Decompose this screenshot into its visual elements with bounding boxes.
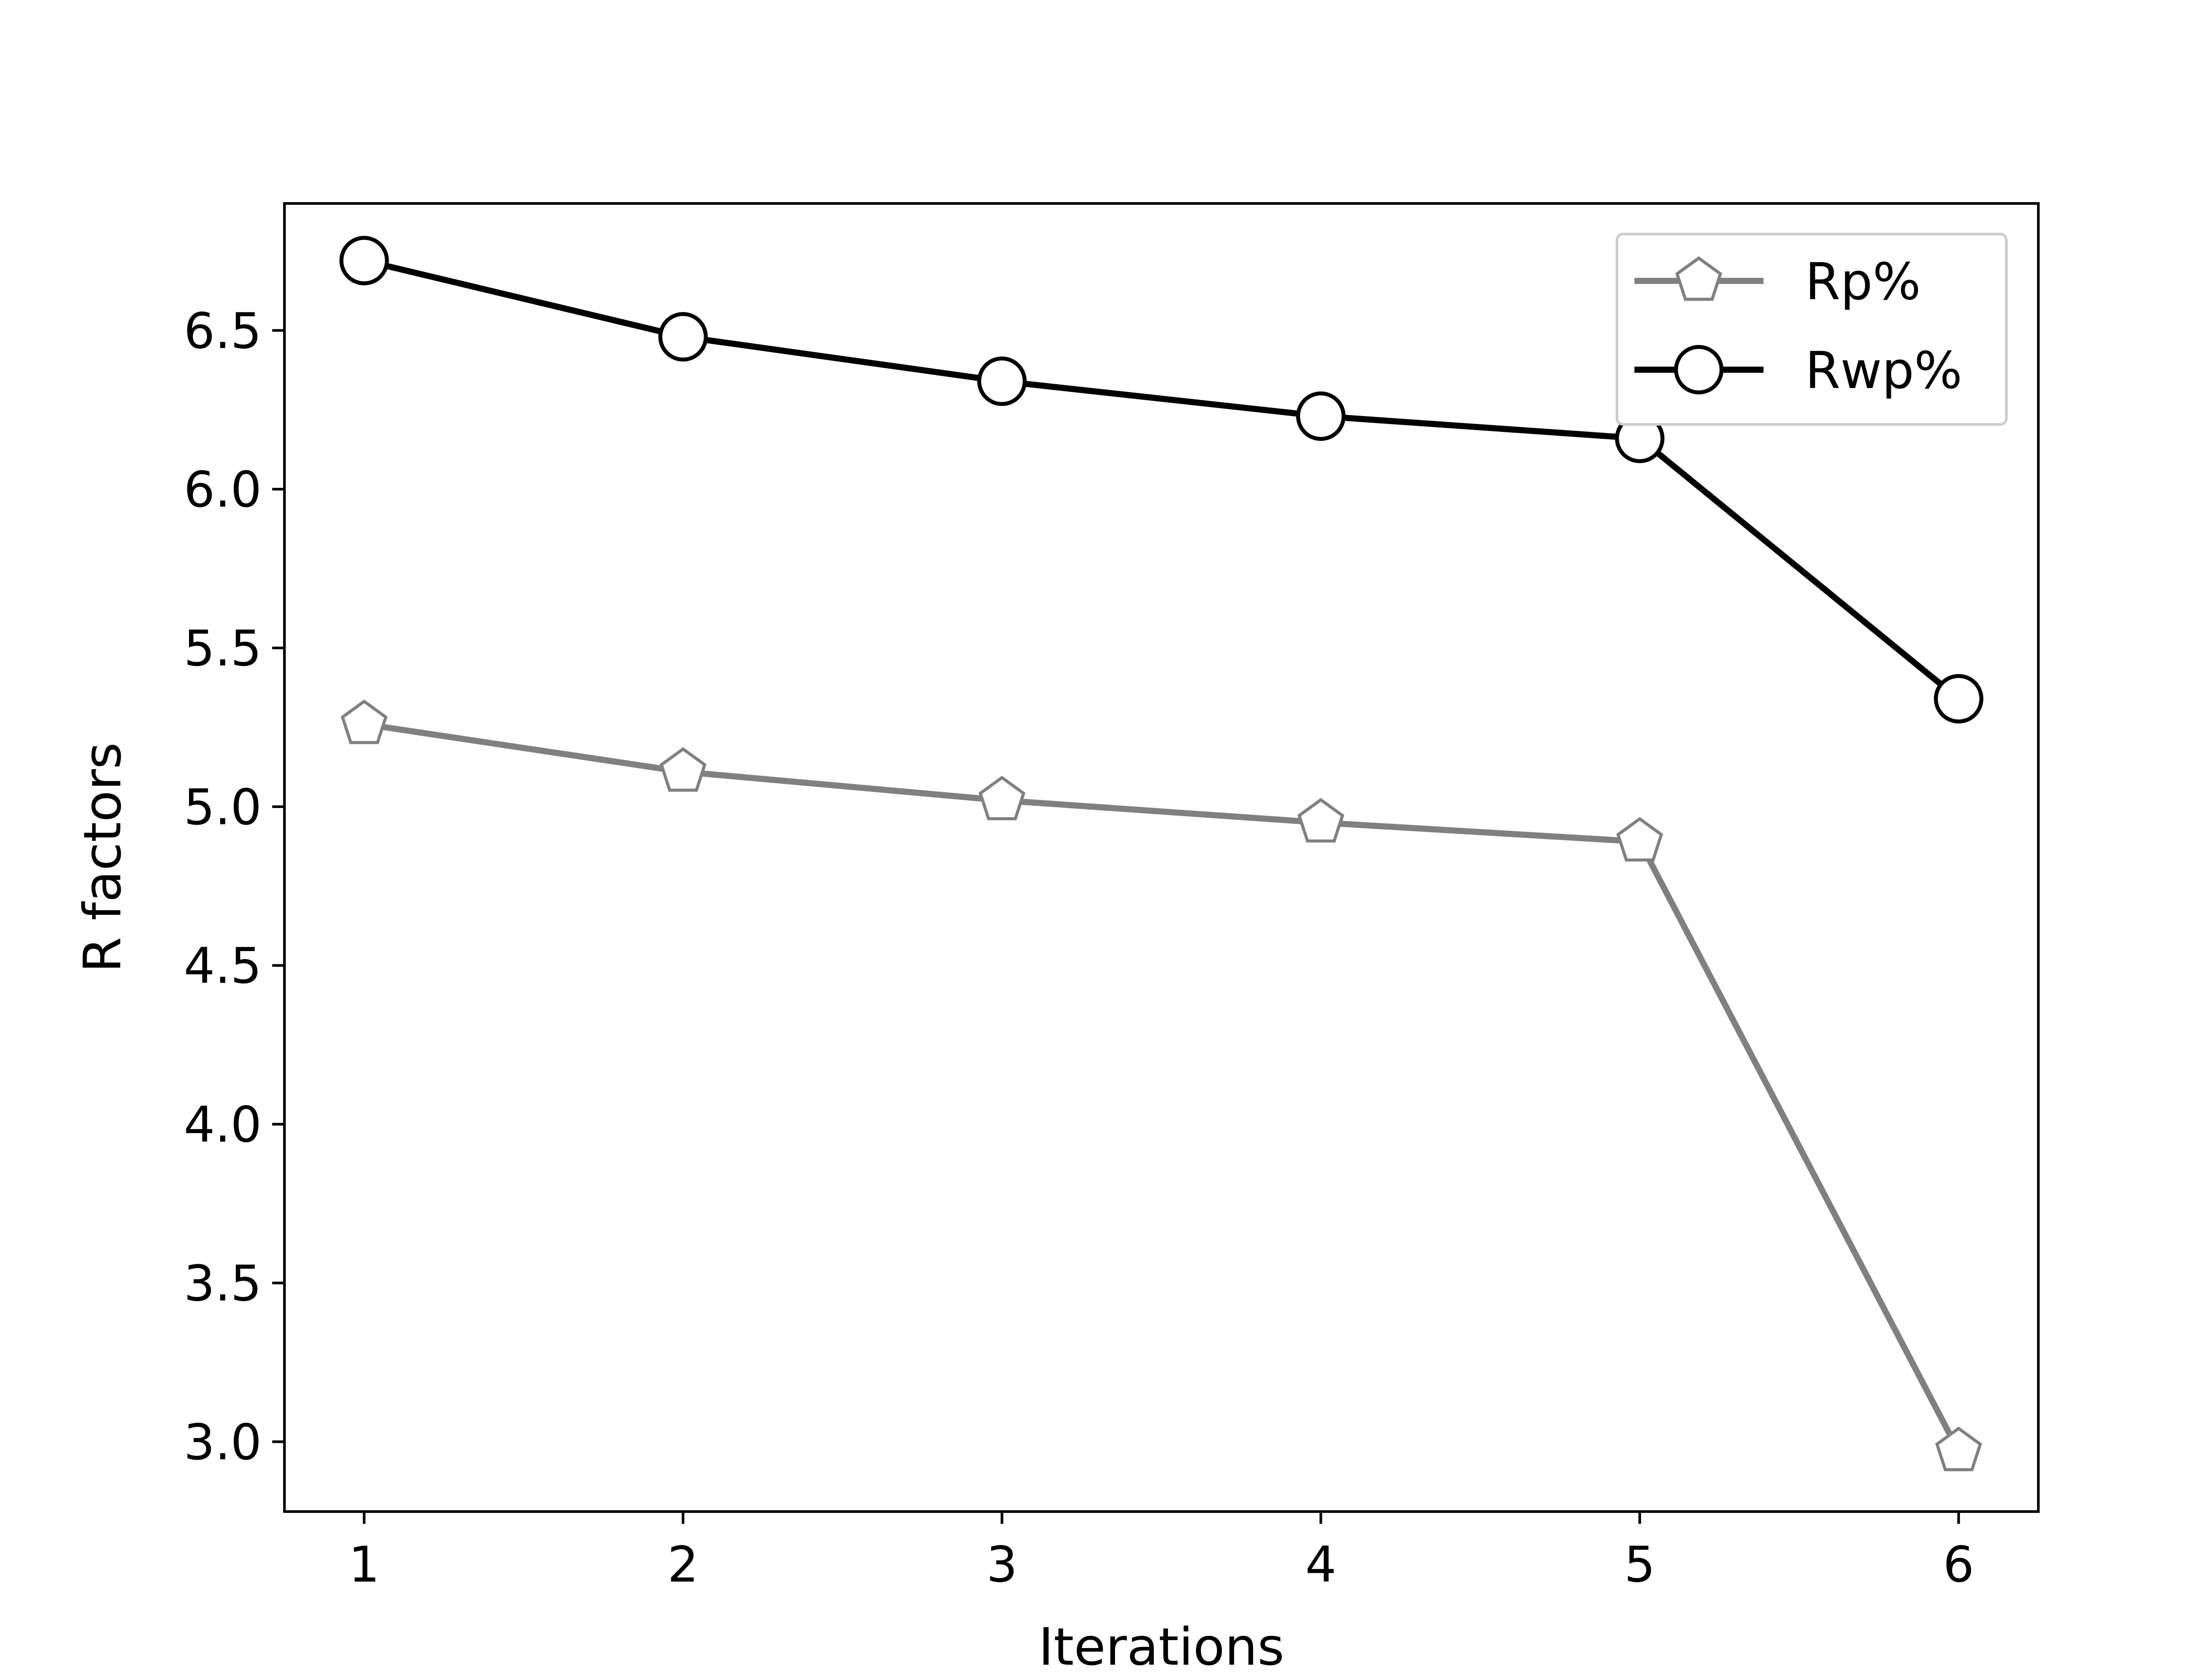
y-tick-label: 4.0 <box>184 1097 262 1154</box>
series-line-rp <box>364 721 1962 1453</box>
y-tick-label: 5.0 <box>184 779 262 836</box>
series-rp <box>340 699 1982 1471</box>
data-point-rp <box>340 699 388 744</box>
x-tick-label: 5 <box>1624 1536 1655 1593</box>
plot-area-frame <box>283 202 2040 1513</box>
y-tick-label: 5.5 <box>184 620 262 677</box>
x-tick-label: 3 <box>986 1536 1017 1593</box>
x-tick-label: 1 <box>349 1536 380 1593</box>
data-point-rp <box>1297 798 1344 843</box>
y-axis-ticks: 3.0 3.5 4.0 4.5 5.0 5.5 6.0 6.5 <box>184 303 284 1471</box>
y-tick-label: 4.5 <box>184 938 262 995</box>
x-axis-ticks: 1 2 3 4 5 6 <box>349 1512 1974 1593</box>
series-layer <box>339 236 1984 1471</box>
legend-label-rp: Rp% <box>1805 252 1921 312</box>
data-point-rp <box>978 776 1026 820</box>
data-point-rwp <box>1296 391 1346 441</box>
y-tick-label: 6.0 <box>184 462 262 518</box>
data-point-rp <box>1616 817 1663 862</box>
legend: Rp% Rwp% <box>1616 233 2008 426</box>
legend-pentagon-marker-icon <box>1675 256 1722 301</box>
x-tick-label: 2 <box>667 1536 698 1593</box>
y-axis-label: R factors <box>72 742 133 973</box>
legend-circle-marker-icon <box>1674 345 1724 395</box>
data-point-rwp <box>1934 674 1984 724</box>
y-tick-label: 3.5 <box>184 1255 262 1312</box>
series-rwp <box>339 236 1984 724</box>
data-point-rp <box>659 747 707 792</box>
legend-label-rwp: Rwp% <box>1805 341 1962 400</box>
x-tick-label: 4 <box>1305 1536 1336 1593</box>
x-tick-label: 6 <box>1943 1536 1974 1593</box>
data-point-rwp <box>658 312 708 362</box>
data-point-rwp <box>977 356 1027 406</box>
x-axis-label: Iterations <box>1038 1617 1284 1677</box>
y-tick-label: 6.5 <box>184 303 262 360</box>
y-tick-label: 3.0 <box>184 1414 262 1471</box>
series-line-rwp <box>363 257 1961 701</box>
data-point-rwp <box>339 236 389 286</box>
data-point-rp <box>1935 1426 1982 1471</box>
